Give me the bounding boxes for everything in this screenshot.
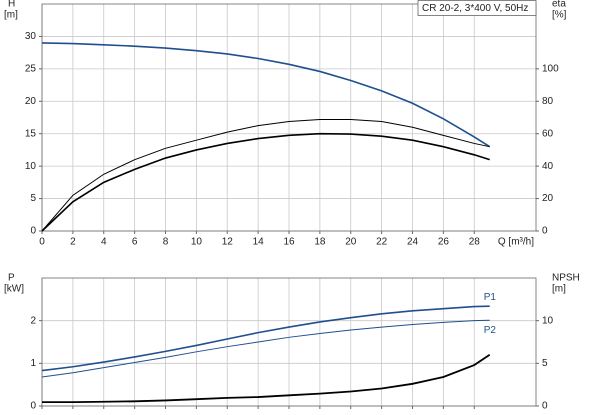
curve xyxy=(41,305,490,372)
x-tick-label: 6 xyxy=(132,237,138,248)
chart-title: CR 20-2, 3*400 V, 50Hz xyxy=(422,3,528,14)
x-tick-label: 10 xyxy=(191,237,203,248)
y2-tick-label: 0 xyxy=(542,401,548,412)
curve xyxy=(41,118,490,232)
y2-tick-label: 20 xyxy=(542,193,554,204)
y-tick-label: 1 xyxy=(30,358,36,369)
x-tick-label: 12 xyxy=(222,237,234,248)
y2-axis-label: [m] xyxy=(552,284,566,295)
y-tick-label: 25 xyxy=(25,63,37,74)
x-tick-label: 28 xyxy=(469,237,481,248)
y2-tick-label: 100 xyxy=(542,63,559,74)
curve xyxy=(41,42,491,148)
x-tick-label: 4 xyxy=(101,237,107,248)
x-tick-label: 8 xyxy=(163,237,169,248)
plot-frame xyxy=(41,3,537,232)
y-tick-label: 0 xyxy=(30,401,36,412)
x-tick-label: 14 xyxy=(253,237,265,248)
x-tick-label: 0 xyxy=(39,237,45,248)
series-label: P1 xyxy=(484,292,497,303)
curve xyxy=(41,319,490,378)
plot-frame xyxy=(41,277,537,407)
y2-axis-label: [%] xyxy=(552,10,567,21)
y2-tick-label: 0 xyxy=(542,226,548,237)
y-tick-label: 15 xyxy=(25,128,37,139)
x-tick-label: 2 xyxy=(70,237,76,248)
curve xyxy=(42,354,491,404)
y2-axis-label: eta xyxy=(552,0,566,10)
x-tick-label: 26 xyxy=(438,237,450,248)
y2-tick-label: 60 xyxy=(542,128,554,139)
y2-tick-label: 80 xyxy=(542,96,554,107)
y2-axis-label: NPSH xyxy=(552,273,580,284)
curve xyxy=(41,132,490,232)
y-axis-label: P xyxy=(8,273,15,284)
y-tick-label: 20 xyxy=(25,96,37,107)
series-label: P2 xyxy=(484,325,497,336)
y-tick-label: 30 xyxy=(25,31,37,42)
x-tick-label: 18 xyxy=(314,237,326,248)
y-tick-label: 10 xyxy=(25,161,37,172)
x-tick-label: 20 xyxy=(345,237,357,248)
x-tick-label: 24 xyxy=(407,237,419,248)
x-axis-label: Q [m³/h] xyxy=(498,237,534,248)
y-axis-label: [kW] xyxy=(4,284,24,295)
y-tick-label: 2 xyxy=(30,315,36,326)
x-tick-label: 16 xyxy=(283,237,295,248)
y-axis-label: [m] xyxy=(4,10,18,21)
y-axis-label: H xyxy=(8,0,15,10)
title-box xyxy=(417,0,537,16)
y2-tick-label: 40 xyxy=(542,161,554,172)
y-tick-label: 5 xyxy=(30,193,36,204)
y-tick-label: 0 xyxy=(30,226,36,237)
y2-tick-label: 5 xyxy=(542,358,548,369)
y2-tick-label: 10 xyxy=(542,315,554,326)
x-tick-label: 22 xyxy=(376,237,388,248)
